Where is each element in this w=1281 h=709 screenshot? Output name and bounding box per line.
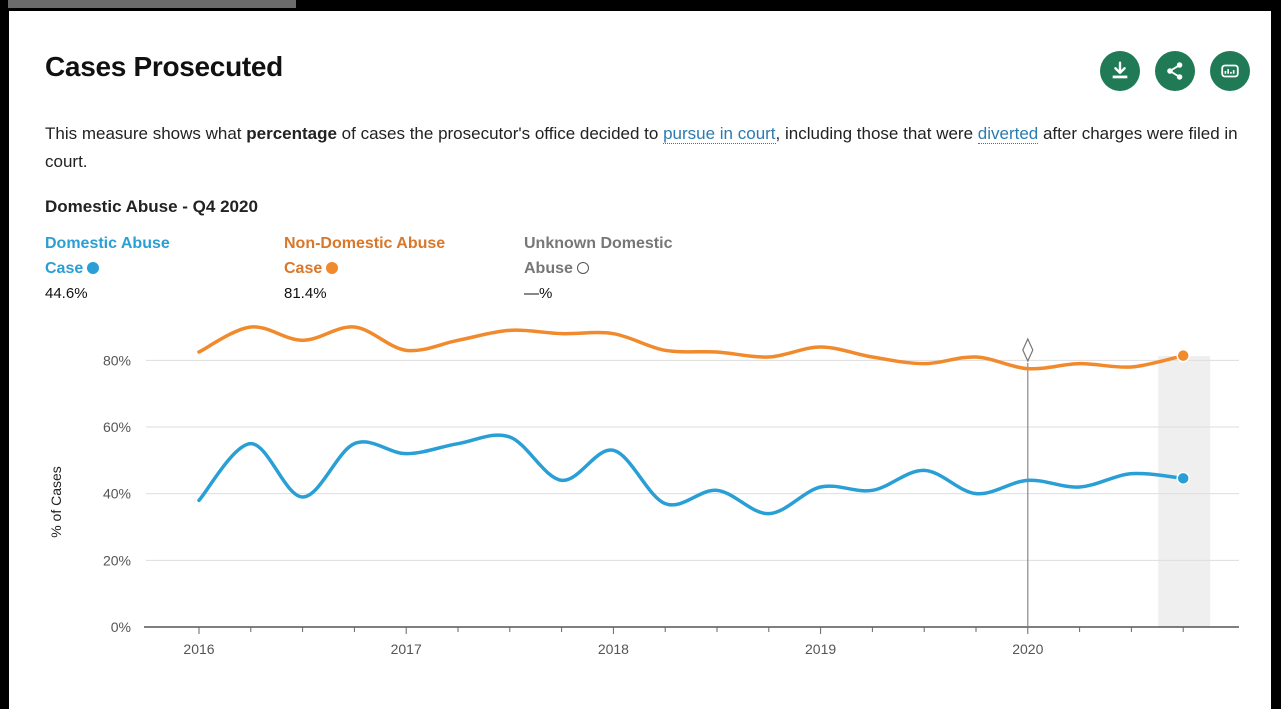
x-tick-label: 2019 [805,641,836,657]
marker-diamond-icon [1022,337,1034,363]
legend-label-line1: Unknown Domestic [524,235,673,252]
legend-value: 81.4% [284,285,327,302]
pursue-in-court-link[interactable]: pursue in court [663,124,776,144]
y-tick-label: 20% [103,552,131,568]
chart-card: Cases Prosecuted This measure shows what… [9,11,1271,709]
series-endpoint-0 [1176,471,1190,486]
share-icon [1167,62,1183,80]
y-tick-label: 0% [111,619,131,635]
legend-label-line2: Case [45,260,84,277]
diverted-link[interactable]: diverted [977,124,1039,144]
series-endpoint-1 [1176,348,1190,363]
top-tab [8,0,296,8]
x-tick-label: 2018 [598,641,629,657]
legend-dot-icon [326,261,339,274]
y-tick-label: 80% [103,352,131,368]
y-axis-title: % of Cases [48,466,64,538]
y-tick-label: 40% [103,486,131,502]
download-button[interactable] [1100,51,1140,91]
action-buttons [1100,51,1250,91]
legend-value: 44.6% [45,285,88,302]
series-line-1 [197,325,1185,371]
line-chart: 0% 20% 40% 60% 80% 2016 2017 2018 2019 2020 % of C… [48,325,1239,657]
data-button[interactable] [1210,51,1250,91]
legend-value: —% [524,285,553,302]
chart-subtitle: Domestic Abuse - Q4 2020 [45,197,258,216]
x-tick-label: 2020 [1012,641,1043,657]
series-line-0 [197,433,1185,516]
page-title: Cases Prosecuted [45,51,283,82]
legend-dot-icon [87,261,100,274]
data-icon [1221,64,1239,78]
legend-label-line1: Non-Domestic Abuse [284,235,446,252]
legend-non-domestic-abuse[interactable]: Non-Domestic Abuse Case 81.4% [284,231,484,306]
legend-domestic-abuse[interactable]: Domestic Abuse Case 44.6% [45,231,245,306]
highlight-band [1158,356,1211,627]
y-tick-label: 60% [103,419,131,435]
legend-label-line1: Domestic Abuse [45,235,170,252]
legend-empty-dot-icon [576,261,589,274]
legend-unknown-domestic-abuse[interactable]: Unknown Domestic Abuse —% [524,231,724,306]
x-tick-label: 2017 [391,641,422,657]
description-bold: percentage [246,124,337,143]
description: This measure shows what percentage of ca… [45,124,1238,171]
x-tick-label: 2016 [183,641,214,657]
share-button[interactable] [1155,51,1195,91]
legend-label-line2: Abuse [524,260,573,277]
download-icon [1112,61,1128,79]
legend-label-line2: Case [284,260,323,277]
